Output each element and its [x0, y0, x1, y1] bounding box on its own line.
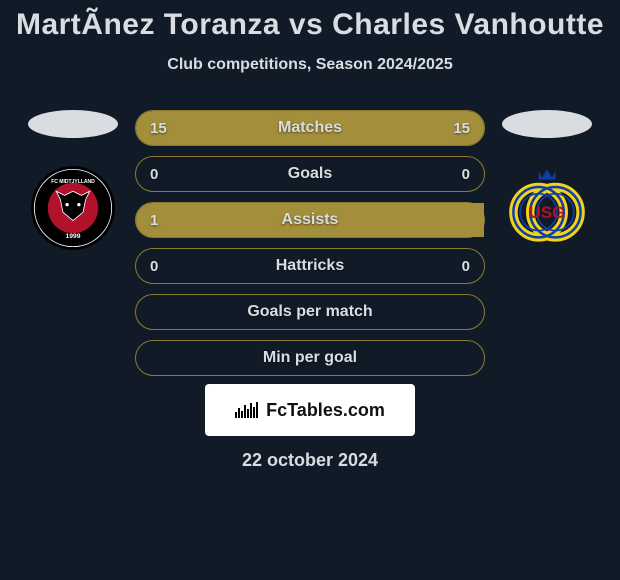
union-sg-logo-icon: USG — [505, 166, 589, 250]
footer-brand-text: FcTables.com — [266, 400, 385, 421]
right-side: USG — [501, 110, 593, 250]
stat-label: Hattricks — [276, 257, 344, 275]
stat-left-value: 1 — [150, 212, 158, 229]
comparison-graphic: MartÃ­nez Toranza vs Charles Vanhoutte C… — [0, 0, 620, 580]
stat-bar: Goals per match — [135, 294, 485, 330]
club-badge-right: USG — [505, 166, 589, 250]
midtjylland-logo-icon: FC MIDTJYLLAND 1999 — [31, 166, 115, 250]
player-silhouette-left — [28, 110, 118, 138]
stat-label: Assists — [282, 211, 339, 229]
footer-brand-box: FcTables.com — [205, 384, 415, 436]
stat-bar: 15 Matches 15 — [135, 110, 485, 146]
brand-chart-icon — [235, 402, 258, 418]
stat-bar: Min per goal — [135, 340, 485, 376]
svg-text:USG: USG — [529, 203, 565, 222]
stat-left-value: 0 — [150, 166, 158, 183]
stat-label: Min per goal — [263, 349, 357, 367]
stat-bar: 1 Assists — [135, 202, 485, 238]
stat-left-value: 15 — [150, 120, 167, 137]
stat-label: Goals per match — [247, 303, 372, 321]
stat-label: Matches — [278, 119, 342, 137]
page-title: MartÃ­nez Toranza vs Charles Vanhoutte — [16, 8, 604, 42]
stat-right-value: 0 — [462, 258, 470, 275]
left-side: FC MIDTJYLLAND 1999 — [27, 110, 119, 250]
stat-right-value: 15 — [453, 120, 470, 137]
page-subtitle: Club competitions, Season 2024/2025 — [167, 56, 452, 74]
stat-bar: 0 Goals 0 — [135, 156, 485, 192]
stat-left-value: 0 — [150, 258, 158, 275]
stat-right-value: 0 — [462, 166, 470, 183]
stat-bar: 0 Hattricks 0 — [135, 248, 485, 284]
stat-bars: 15 Matches 15 0 Goals 0 1 Assists 0 Hattricks 0 Goa… — [135, 110, 485, 376]
player-silhouette-right — [502, 110, 592, 138]
footer-date: 22 october 2024 — [242, 450, 378, 471]
stat-label: Goals — [288, 165, 332, 183]
svg-text:FC MIDTJYLLAND: FC MIDTJYLLAND — [51, 179, 95, 185]
svg-text:1999: 1999 — [66, 233, 81, 240]
club-badge-left: FC MIDTJYLLAND 1999 — [31, 166, 115, 250]
comparison-body: FC MIDTJYLLAND 1999 15 Matches 15 0 Goals 0 1 A… — [0, 110, 620, 376]
